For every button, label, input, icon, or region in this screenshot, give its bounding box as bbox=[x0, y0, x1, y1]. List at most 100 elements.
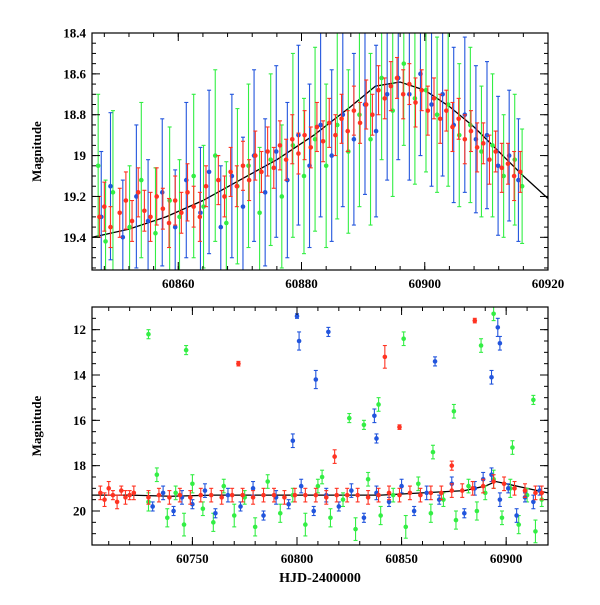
data-point bbox=[229, 492, 235, 498]
data-point bbox=[495, 325, 501, 330]
data-point bbox=[320, 138, 326, 144]
data-point bbox=[512, 486, 517, 491]
series-0-points bbox=[146, 307, 545, 544]
data-point bbox=[372, 413, 377, 419]
plot-frame bbox=[91, 306, 549, 546]
data-point bbox=[468, 122, 473, 128]
series-0-points bbox=[95, 33, 525, 270]
data-point bbox=[123, 198, 129, 203]
data-point bbox=[466, 483, 471, 489]
data-point bbox=[487, 157, 492, 162]
data-point bbox=[397, 492, 402, 498]
data-point bbox=[519, 183, 525, 189]
data-point bbox=[134, 194, 139, 199]
x-axis-label: HJD-2400000 bbox=[279, 571, 361, 586]
data-point bbox=[240, 163, 246, 169]
data-point bbox=[314, 124, 320, 130]
data-point bbox=[257, 210, 262, 216]
data-point bbox=[103, 239, 108, 244]
data-point bbox=[468, 128, 474, 134]
data-point bbox=[171, 508, 176, 514]
data-point bbox=[222, 194, 227, 199]
data-point bbox=[329, 153, 335, 158]
data-point bbox=[425, 108, 431, 113]
data-point bbox=[374, 436, 379, 441]
data-point bbox=[323, 495, 329, 500]
panel-bottom: 60750 60800 60850 60900 12 14 16 18 20 Magnitude H… bbox=[29, 306, 549, 586]
data-point bbox=[332, 454, 337, 459]
data-point bbox=[225, 492, 231, 498]
y-tick-label: 12 bbox=[73, 322, 86, 337]
data-point bbox=[213, 510, 218, 516]
data-point bbox=[156, 492, 162, 498]
data-point bbox=[326, 329, 331, 335]
data-point bbox=[499, 165, 505, 171]
data-point bbox=[407, 490, 413, 496]
data-point bbox=[451, 408, 457, 414]
data-point bbox=[355, 492, 360, 498]
data-point bbox=[181, 522, 187, 527]
x-tick-label: 60880 bbox=[285, 276, 318, 291]
data-point bbox=[219, 495, 224, 500]
plot-frame bbox=[91, 32, 549, 271]
data-point bbox=[282, 495, 287, 500]
data-point bbox=[340, 497, 346, 502]
data-point bbox=[246, 177, 252, 183]
data-point bbox=[261, 513, 266, 518]
data-point bbox=[106, 486, 112, 491]
y-tick-label: 14 bbox=[73, 368, 87, 383]
data-point bbox=[334, 492, 340, 498]
data-point bbox=[514, 513, 519, 518]
data-point bbox=[344, 492, 350, 498]
model-curve-line bbox=[92, 81, 548, 238]
data-point bbox=[411, 508, 417, 514]
data-point bbox=[250, 495, 256, 500]
data-point bbox=[361, 422, 367, 428]
x-tick-label: 60900 bbox=[409, 276, 442, 291]
data-point bbox=[261, 492, 266, 498]
data-point bbox=[394, 75, 400, 81]
data-point bbox=[462, 510, 467, 516]
data-point bbox=[401, 61, 407, 66]
data-point bbox=[428, 490, 434, 496]
data-point bbox=[505, 486, 511, 491]
data-point bbox=[531, 397, 536, 403]
data-point bbox=[517, 169, 523, 175]
data-point bbox=[479, 149, 484, 154]
data-point bbox=[165, 515, 170, 521]
data-point bbox=[491, 311, 496, 317]
data-point bbox=[456, 132, 462, 138]
data-point bbox=[357, 112, 362, 118]
data-point bbox=[203, 183, 209, 189]
data-point bbox=[185, 190, 190, 195]
data-point bbox=[349, 488, 354, 493]
data-point bbox=[533, 529, 538, 534]
data-point bbox=[102, 204, 107, 209]
data-point bbox=[516, 177, 521, 183]
data-point bbox=[444, 108, 449, 113]
data-point bbox=[522, 488, 528, 493]
data-point bbox=[328, 515, 333, 521]
data-point bbox=[412, 96, 418, 101]
data-point bbox=[397, 424, 402, 430]
data-point bbox=[351, 136, 357, 142]
data-point bbox=[407, 81, 412, 87]
data-point bbox=[218, 224, 224, 230]
data-point bbox=[145, 218, 151, 224]
data-point bbox=[197, 214, 203, 220]
data-point bbox=[131, 490, 137, 496]
data-point bbox=[177, 214, 182, 220]
data-point bbox=[399, 483, 404, 489]
data-point bbox=[146, 331, 151, 337]
data-point bbox=[312, 136, 318, 142]
data-point bbox=[188, 495, 193, 500]
data-point bbox=[388, 83, 394, 89]
data-point bbox=[238, 504, 243, 509]
x-tick-label: 60860 bbox=[162, 276, 195, 291]
data-point bbox=[298, 483, 304, 489]
data-point bbox=[430, 449, 436, 455]
data-point bbox=[160, 206, 166, 212]
x-tick-label: 60800 bbox=[281, 551, 314, 566]
data-point bbox=[311, 508, 317, 514]
